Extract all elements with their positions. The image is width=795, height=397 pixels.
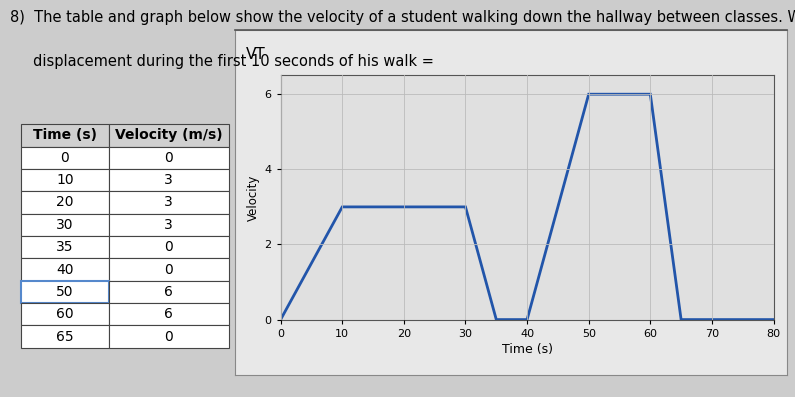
Y-axis label: Velocity: Velocity [247,174,260,221]
Text: VT: VT [246,47,266,62]
Text: 8)  The table and graph below show the velocity of a student walking down the ha: 8) The table and graph below show the ve… [10,10,795,25]
X-axis label: Time (s): Time (s) [502,343,553,356]
Text: displacement during the first 10 seconds of his walk =: displacement during the first 10 seconds… [10,54,433,69]
